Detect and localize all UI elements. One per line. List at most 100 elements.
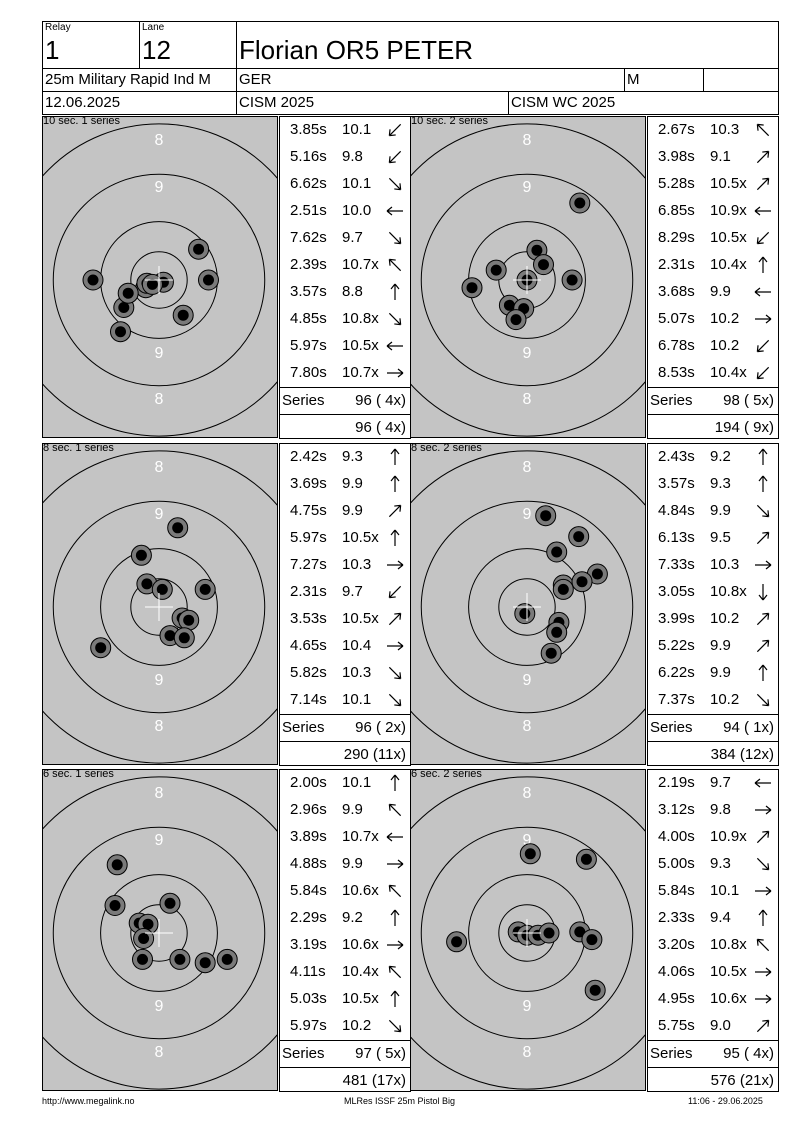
- shot-row: 2.31s 10.4x: [648, 252, 778, 279]
- shot-row: 7.27s 10.3: [280, 552, 410, 579]
- shot-row: 3.98s 9.1: [648, 144, 778, 171]
- series-title: 6 sec. 1 series: [43, 769, 114, 780]
- ring-label: 9: [523, 345, 532, 362]
- ring: [100, 874, 218, 992]
- shot-time: 5.97s: [290, 1017, 327, 1034]
- shot-score: 10.3: [342, 556, 372, 573]
- relay-value: 1: [45, 35, 60, 65]
- shot-hole-center: [178, 632, 190, 644]
- shot-time: 8.53s: [658, 364, 695, 381]
- series-label: Series: [282, 392, 325, 409]
- direction-arrow-icon: [390, 475, 400, 492]
- shot-row: 7.33s 10.3: [648, 552, 778, 579]
- ring-label: 9: [155, 998, 164, 1015]
- shot-score: 8.8: [342, 283, 363, 300]
- ring-label: 9: [155, 345, 164, 362]
- crosshair: [513, 266, 541, 294]
- direction-arrow-icon: [756, 531, 770, 545]
- shot-score: 10.7x: [342, 828, 379, 845]
- series-label: Series: [282, 1045, 325, 1062]
- shot-time: 5.22s: [658, 637, 695, 654]
- direction-arrow-icon: [758, 475, 768, 492]
- series-title: 10 sec. 1 series: [43, 116, 121, 127]
- shot-time: 8.29s: [658, 229, 695, 246]
- shot-time: 3.98s: [658, 148, 695, 165]
- series-title: 10 sec. 2 series: [411, 116, 489, 127]
- shot-score: 9.8: [710, 801, 731, 818]
- shot-score: 9.1: [710, 148, 731, 165]
- ring: [52, 173, 266, 387]
- direction-arrow-icon: [755, 886, 772, 896]
- gender-cell: M: [624, 68, 704, 92]
- shot-row: 5.84s 10.6x: [280, 878, 410, 905]
- shot-score: 10.5x: [710, 963, 747, 980]
- shot-list-2: 2.67s 10.3 3.98s 9.1 5.28s 10.5x 6.85s 10.9x 8.2…: [647, 116, 779, 439]
- cumulative-total: 290 (11x): [343, 746, 406, 763]
- shot-score: 10.3: [342, 664, 372, 681]
- direction-arrow-icon: [390, 283, 400, 300]
- direction-arrow-icon: [756, 830, 770, 844]
- shot-row: 3.69s 9.9: [280, 471, 410, 498]
- shot-row: 2.43s 9.2: [648, 444, 778, 471]
- shot-hole-center: [551, 626, 563, 638]
- shot-time: 3.19s: [290, 936, 327, 953]
- date: 12.06.2025: [45, 94, 121, 111]
- shot-hole-center: [451, 936, 463, 948]
- shot-score: 9.5: [710, 529, 731, 546]
- shot-time: 3.89s: [290, 828, 327, 845]
- shot-hole-center: [193, 243, 205, 255]
- shot-time: 4.11s: [290, 963, 326, 980]
- shot-score: 9.9: [710, 283, 731, 300]
- shot-score: 10.3: [710, 556, 740, 573]
- shot-hole-center: [87, 274, 99, 286]
- shot-hole-center: [199, 583, 211, 595]
- cumulative-total: 384 (12x): [710, 746, 774, 763]
- lane-value: 12: [142, 35, 171, 65]
- shot-time: 2.42s: [290, 448, 327, 465]
- athlete-name: Florian OR5 PETER: [239, 35, 474, 65]
- shot-row: 4.75s 9.9: [280, 498, 410, 525]
- shot-score: 9.9: [710, 502, 731, 519]
- ring: [130, 904, 188, 962]
- direction-arrow-icon: [387, 940, 404, 950]
- shot-time: 4.65s: [290, 637, 327, 654]
- direction-arrow-icon: [755, 560, 772, 570]
- shot-hole-center: [199, 957, 211, 969]
- shot-score: 9.4: [710, 909, 731, 926]
- shot-time: 7.27s: [290, 556, 327, 573]
- ring-label: 8: [523, 459, 532, 476]
- shot-row: 7.80s 10.7x: [280, 360, 410, 387]
- series-total-row: Series 97 ( 5x): [280, 1040, 410, 1068]
- ring-label: 9: [155, 506, 164, 523]
- direction-arrow-icon: [388, 504, 402, 518]
- direction-arrow-icon: [755, 994, 772, 1004]
- shot-row: 5.75s 9.0: [648, 1013, 778, 1040]
- target-1: 8 9 9 8 10 sec. 1 series: [42, 116, 278, 438]
- crosshair: [513, 593, 541, 621]
- shot-hole-center: [115, 326, 126, 338]
- shot-time: 2.31s: [290, 583, 327, 600]
- shot-time: 4.06s: [658, 963, 695, 980]
- shot-hole-center: [141, 578, 153, 590]
- cumulative-row: 290 (11x): [280, 741, 410, 769]
- footer-url[interactable]: http://www.megalink.no: [42, 1096, 135, 1106]
- shot-row: 2.96s 9.9: [280, 797, 410, 824]
- cumulative-row: 194 ( 9x): [648, 414, 778, 442]
- shot-score: 9.9: [710, 664, 731, 681]
- shot-score: 9.9: [342, 801, 363, 818]
- shot-hole-center: [174, 953, 186, 965]
- target-3: 8 9 9 8 8 sec. 1 series: [42, 443, 278, 765]
- shot-hole-center: [164, 897, 176, 909]
- shot-row: 5.82s 10.3: [280, 660, 410, 687]
- shot-row: 3.20s 10.8x: [648, 932, 778, 959]
- shot-time: 4.88s: [290, 855, 327, 872]
- shot-hole-center: [574, 926, 586, 938]
- direction-arrow-icon: [387, 560, 404, 570]
- series-total: 98 ( 5x): [723, 392, 774, 409]
- direction-arrow-icon: [387, 641, 404, 651]
- shot-score: 9.9: [342, 475, 363, 492]
- ring: [411, 776, 645, 1090]
- shot-row: 7.37s 10.2: [648, 687, 778, 714]
- shot-score: 9.9: [710, 637, 731, 654]
- shot-hole-center: [545, 647, 557, 659]
